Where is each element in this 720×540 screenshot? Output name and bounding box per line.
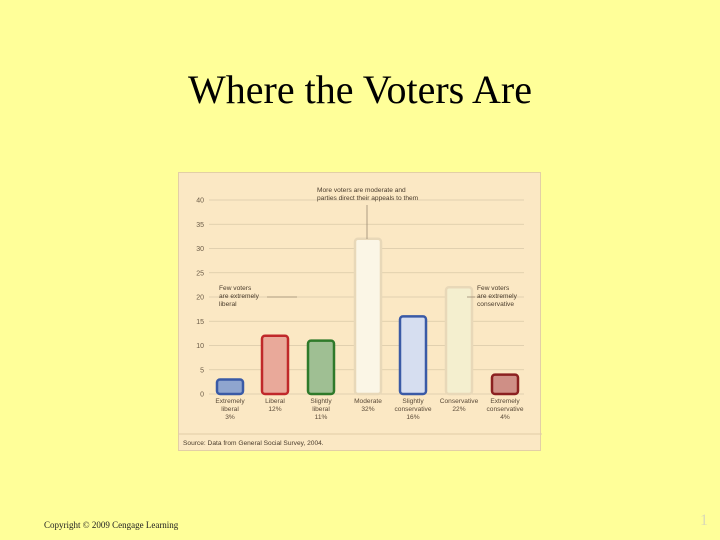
copyright-notice: Copyright © 2009 Cengage Learning [44,520,179,530]
y-tick-label: 25 [196,270,204,277]
annotation-right: Few voters are extremely conservative [477,285,518,308]
bar [398,315,428,396]
bar [306,339,336,396]
bar [215,378,245,396]
bar-chart: 0 5 10 15 20 25 30 35 40 Extremely liberal 3% Libera… [179,187,542,447]
bar [353,237,383,396]
y-tick-label: 0 [200,392,204,399]
annotation-top: More voters are moderate and parties dire… [317,187,419,202]
x-category-label: Moderate 32% [354,398,382,413]
bar [260,334,290,396]
y-tick-label: 35 [196,222,204,229]
y-tick-label: 15 [196,319,204,326]
y-tick-label: 20 [196,295,204,302]
x-category-label: Liberal 12% [265,398,285,413]
x-category-label: Extremely liberal 3% [215,398,245,421]
x-category-label: Conservative 22% [440,398,479,413]
y-tick-label: 5 [200,367,204,374]
slide-title: Where the Voters Are [188,67,532,112]
annotation-left: Few voters are extremely liberal [219,285,260,308]
y-tick-label: 10 [196,343,204,350]
x-category-label: Extremely conservative 4% [486,398,523,421]
x-category-label: Slightly liberal 11% [310,398,332,421]
chart-figure: 0 5 10 15 20 25 30 35 40 Extremely liberal 3% Libera… [178,172,542,451]
page-number: 1 [700,512,708,529]
chart-source: Source: Data from General Social Survey,… [183,440,324,447]
y-tick-label: 40 [196,198,204,205]
y-tick-label: 30 [196,246,204,253]
bar [444,286,474,396]
x-category-label: Slightly conservative 16% [394,398,431,421]
bar [490,373,520,396]
